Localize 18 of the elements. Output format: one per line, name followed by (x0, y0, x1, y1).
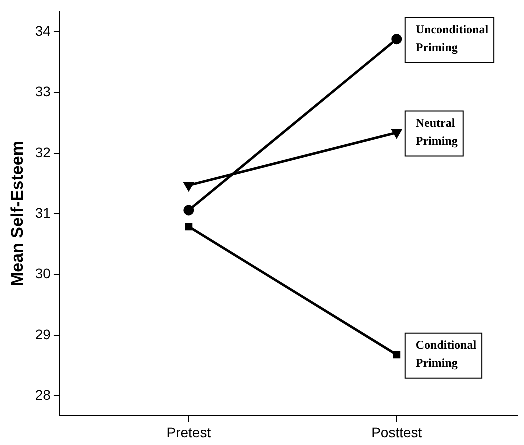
y-tick-label: 28 (35, 387, 52, 404)
y-tick-label: 32 (35, 144, 52, 160)
point (393, 351, 401, 359)
y-tick-label: 34 (35, 22, 52, 39)
point (392, 34, 402, 45)
x-tick-label: Pretest (166, 424, 212, 440)
y-tick-label: 33 (35, 84, 52, 100)
series-label: Neutral Priming (416, 116, 458, 148)
point (184, 182, 194, 191)
x-tick-label: Posttest (372, 424, 422, 440)
point (184, 205, 194, 216)
series-label: Conditional Priming (416, 338, 478, 370)
y-axis-title: Mean Self-Esteem (8, 141, 27, 287)
y-tick-label: 29 (35, 326, 52, 342)
y-tick-label: 31 (35, 204, 52, 221)
point (185, 223, 193, 231)
y-tick-label: 30 (35, 266, 52, 282)
series-label: Unconditional Priming (416, 22, 490, 54)
